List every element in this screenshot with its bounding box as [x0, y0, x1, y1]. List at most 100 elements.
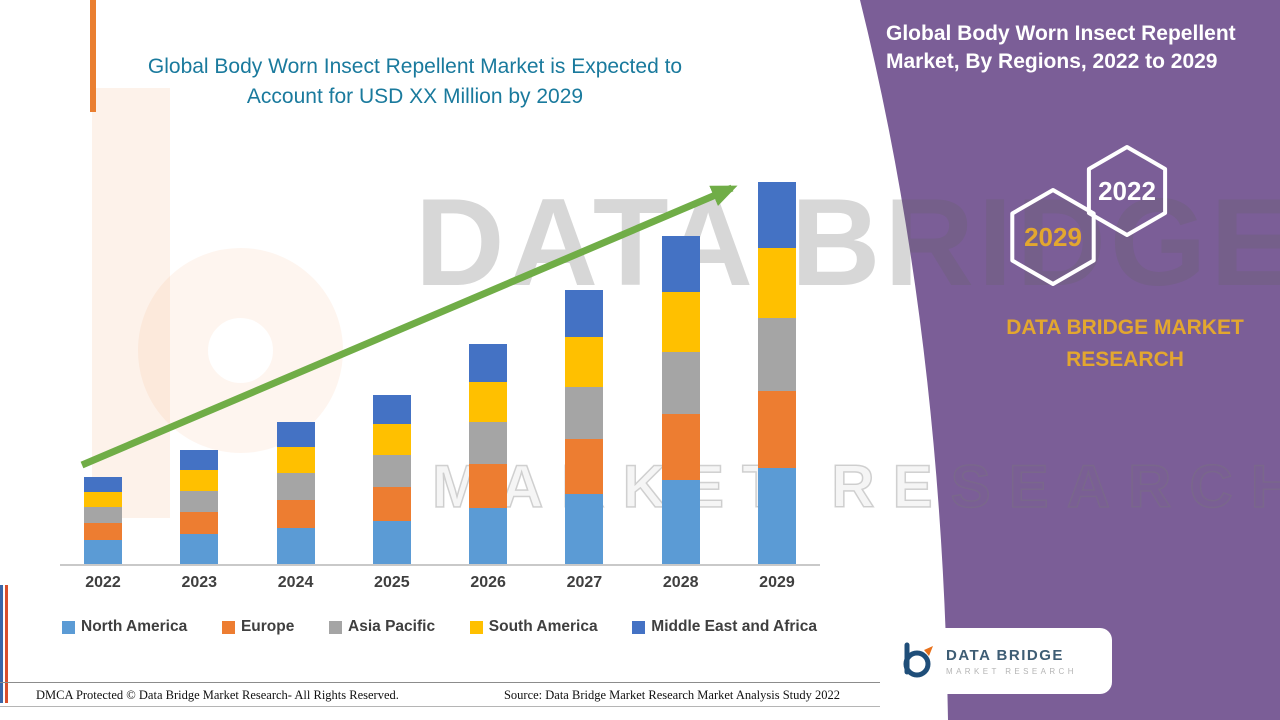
bar-segment-north-america [469, 508, 508, 564]
legend-item-middle-east-and-africa: Middle East and Africa [632, 618, 817, 636]
x-axis-label: 2022 [85, 574, 121, 591]
bar-segment-middle-east-and-africa [372, 395, 411, 424]
x-axis-label: 2023 [181, 574, 218, 591]
legend-swatch [329, 620, 343, 634]
bar-segment-middle-east-and-africa [565, 290, 604, 337]
brand-name: DATA BRIDGE MARKET RESEARCH [1006, 316, 1244, 371]
bar-segment-south-america [84, 492, 122, 507]
bar-group [72, 477, 134, 564]
left-accent-bar [90, 0, 96, 112]
x-axis-label: 2029 [759, 574, 795, 591]
hexagon-2029-label: 2029 [1024, 222, 1082, 252]
bar-segment-middle-east-and-africa [469, 344, 508, 382]
bar-segment-north-america [276, 528, 315, 564]
x-axis-label: 2027 [566, 574, 603, 591]
bar-group [746, 182, 808, 564]
right-panel-title-line2: Market, By Regions, 2022 to 2029 [886, 50, 1218, 74]
bar-segment-asia-pacific [180, 491, 219, 512]
bar-segment-middle-east-and-africa [180, 450, 219, 470]
bar-group [361, 395, 423, 564]
chart-legend: North America Europe Asia Pacific South Ame… [62, 618, 817, 636]
legend-item-asia-pacific: Asia Pacific [329, 618, 435, 636]
bar-segment-south-america [757, 248, 796, 318]
bar-segment-south-america [469, 382, 508, 422]
bar-segment-north-america [661, 480, 700, 564]
bar-segment-asia-pacific [276, 473, 315, 500]
bar-segment-middle-east-and-africa [84, 477, 122, 492]
chart-title: Global Body Worn Insect Repellent Market… [110, 52, 720, 113]
bar-segment-middle-east-and-africa [276, 422, 315, 447]
legend-swatch [632, 620, 646, 634]
bar-segment-europe [276, 500, 315, 528]
legend-swatch [62, 620, 75, 634]
bar-stack [469, 344, 508, 564]
bar-segment-south-america [565, 337, 604, 387]
footer: DMCA Protected © Data Bridge Market Rese… [0, 682, 880, 707]
dmca-notice: DMCA Protected © Data Bridge Market Rese… [36, 688, 399, 702]
bar-segment-asia-pacific [84, 507, 122, 523]
chart-title-line2: Account for USD XX Million by 2029 [246, 85, 584, 109]
right-panel-title: Global Body Worn Insect Repellent Market… [886, 20, 1258, 77]
bar-stack [661, 236, 700, 564]
bar-segment-north-america [565, 494, 604, 564]
chart-title-line1: Global Body Worn Insect Repellent Market… [147, 55, 683, 78]
bar-segment-europe [661, 414, 700, 480]
bar-stack [372, 395, 411, 564]
bar-group [168, 450, 230, 564]
legend-label: Europe [240, 618, 295, 635]
logo-brand-subtitle: MARKET RESEARCH [946, 666, 1077, 676]
bar-segment-north-america [757, 468, 796, 564]
x-axis-label: 2028 [662, 574, 699, 591]
bar-segment-south-america [372, 424, 411, 455]
logo-box: DATA BRIDGE MARKET RESEARCH [882, 628, 1112, 694]
legend-item-europe: Europe [221, 618, 295, 636]
source-note: Source: Data Bridge Market Research Mark… [503, 688, 840, 702]
bars-row [60, 168, 820, 566]
bar-segment-south-america [180, 470, 219, 491]
bar-segment-europe [372, 487, 411, 521]
bar-segment-asia-pacific [757, 318, 796, 391]
corner-stripe-red [5, 585, 8, 703]
bar-segment-asia-pacific [469, 422, 508, 464]
x-axis-label: 2025 [374, 574, 410, 591]
right-panel-title-line1: Global Body Worn Insect Repellent [886, 22, 1236, 45]
year-hexagons: 2022 2029 [1010, 145, 1168, 286]
logo-brand-name: DATA BRIDGE [946, 646, 1064, 664]
bar-segment-asia-pacific [565, 387, 604, 439]
bar-stack [276, 422, 315, 564]
bar-group [650, 236, 712, 564]
bar-segment-asia-pacific [372, 455, 411, 487]
bar-segment-europe [180, 512, 219, 534]
plot-area: 2022 2023 2024 2025 2026 2027 2028 2029 [60, 168, 820, 591]
bar-segment-europe [84, 523, 122, 540]
logo-box-text: DATA BRIDGE MARKET RESEARCH [946, 647, 1077, 676]
legend-label: Middle East and Africa [651, 618, 817, 635]
legend-label: South America [488, 618, 598, 635]
bar-segment-europe [565, 439, 604, 494]
bar-stack [565, 290, 604, 564]
bar-group [553, 290, 615, 564]
legend-swatch [469, 620, 483, 634]
bar-segment-middle-east-and-africa [661, 236, 700, 292]
bar-group [265, 422, 327, 564]
hexagon-2022-label: 2022 [1098, 176, 1156, 206]
bar-segment-asia-pacific [661, 352, 700, 414]
legend-label: North America [81, 618, 188, 635]
bar-segment-europe [469, 464, 508, 508]
bar-segment-middle-east-and-africa [757, 182, 796, 248]
corner-stripe-blue [0, 585, 3, 703]
bar-group [457, 344, 519, 564]
legend-item-north-america: North America [62, 618, 187, 636]
bar-segment-north-america [372, 521, 411, 564]
bar-stack [84, 477, 122, 564]
bar-segment-north-america [84, 540, 122, 564]
bar-stack [757, 182, 796, 564]
xaxis-labels: 2022 2023 2024 2025 2026 2027 2028 2029 [60, 574, 820, 592]
bar-segment-north-america [180, 534, 219, 564]
bar-stack [180, 450, 219, 564]
bar-segment-south-america [661, 292, 700, 352]
bar-segment-south-america [276, 447, 315, 473]
x-axis-label: 2026 [470, 574, 506, 591]
legend-item-south-america: South America [469, 618, 598, 636]
